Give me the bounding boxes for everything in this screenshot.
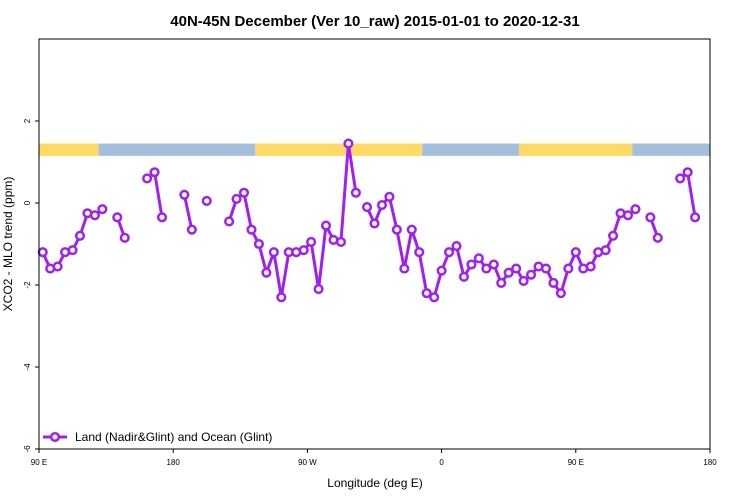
data-point	[350, 187, 361, 198]
x-tick-label: 180	[703, 458, 717, 467]
series-line	[227, 142, 358, 299]
data-point	[224, 216, 235, 227]
data-point	[518, 275, 529, 286]
legend: Land (Nadir&Glint) and Ocean (Glint)	[43, 430, 272, 444]
data-point	[231, 193, 242, 204]
surface-bar	[39, 143, 710, 156]
data-point	[391, 224, 402, 235]
data-point	[548, 277, 559, 289]
data-point	[298, 245, 309, 256]
data-point	[179, 189, 190, 200]
data-point	[37, 247, 48, 258]
data-point	[261, 267, 272, 278]
x-tick-label: 90 W	[298, 458, 317, 467]
data-point	[335, 236, 347, 247]
data-point	[652, 232, 663, 243]
data-point	[186, 224, 197, 235]
data-point	[406, 224, 417, 235]
y-tick-label: -4	[23, 363, 32, 371]
data-point	[511, 263, 522, 274]
data-point	[268, 247, 279, 258]
data-point	[682, 167, 693, 178]
data-point	[451, 241, 462, 252]
data-point	[436, 265, 447, 276]
data-point	[481, 263, 492, 274]
data-point	[526, 269, 537, 280]
data-point	[421, 288, 432, 299]
x-tick-label: 90 E	[31, 458, 47, 467]
data-point	[555, 288, 566, 299]
data-point	[630, 204, 641, 215]
data-point	[645, 212, 656, 223]
data-point	[414, 247, 425, 258]
data-point	[246, 224, 257, 235]
data-point	[600, 245, 611, 256]
data-point	[458, 271, 470, 282]
series-line	[182, 194, 194, 231]
data-point	[119, 232, 130, 243]
data-point	[690, 212, 701, 223]
y-axis-label: XCO2 - MLO trend (ppm)	[1, 177, 15, 312]
data-point	[585, 261, 596, 272]
data-point	[52, 261, 63, 272]
y-tick-label: 0	[23, 200, 32, 205]
surface-bar-segment-land	[255, 143, 423, 156]
data-point	[503, 267, 514, 278]
y-tick-label: 2	[23, 118, 32, 123]
data-point	[313, 284, 324, 295]
data-point	[570, 247, 581, 258]
plot-frame	[38, 38, 711, 450]
legend-entry: Land (Nadir&Glint) and Ocean (Glint)	[75, 430, 272, 444]
surface-bar-segment-ocean	[632, 143, 710, 156]
data-point	[74, 230, 86, 241]
data-point	[361, 202, 373, 213]
data-point	[320, 220, 332, 231]
data-point	[466, 259, 477, 270]
data-point	[376, 200, 388, 211]
legend-marker	[49, 431, 61, 443]
data-point	[444, 247, 455, 258]
data-point	[622, 210, 634, 221]
surface-bar-segment-ocean	[98, 143, 256, 156]
data-point	[142, 173, 153, 184]
data-point	[369, 218, 380, 229]
x-axis-label: Longitude (deg E)	[327, 476, 422, 490]
data-point	[306, 236, 317, 247]
data-point	[112, 212, 123, 223]
data-point	[97, 204, 108, 215]
y-tick-label: -6	[23, 445, 32, 453]
data-point	[238, 187, 250, 198]
axis-ticks: 90 E 180 90 W 0 90 E 180 -6 -4 -2 0 2	[23, 118, 717, 467]
data-point	[540, 263, 552, 274]
data-point	[276, 292, 287, 303]
data-point	[201, 195, 212, 206]
data-point	[89, 210, 100, 221]
x-tick-label: 90 E	[568, 458, 584, 467]
series-layer	[37, 138, 701, 303]
chart-title: 40N-45N December (Ver 10_raw) 2015-01-01…	[170, 13, 579, 30]
surface-bar-segment-land	[39, 143, 99, 156]
data-point	[399, 263, 410, 274]
data-point	[429, 292, 440, 303]
x-tick-label: 0	[439, 458, 444, 467]
data-point	[149, 167, 160, 178]
data-point	[253, 238, 264, 250]
data-point	[488, 259, 499, 270]
data-point	[675, 173, 686, 184]
x-tick-label: 180	[167, 458, 181, 467]
data-point	[384, 191, 395, 202]
surface-bar-segment-land	[519, 143, 633, 156]
data-point	[563, 263, 574, 274]
y-tick-label: -2	[23, 281, 32, 289]
data-point	[67, 245, 78, 256]
data-point	[156, 212, 168, 223]
surface-bar-segment-ocean	[422, 143, 520, 156]
data-point	[343, 138, 354, 149]
data-point	[496, 277, 507, 289]
data-point	[608, 230, 619, 241]
data-point	[473, 253, 484, 264]
